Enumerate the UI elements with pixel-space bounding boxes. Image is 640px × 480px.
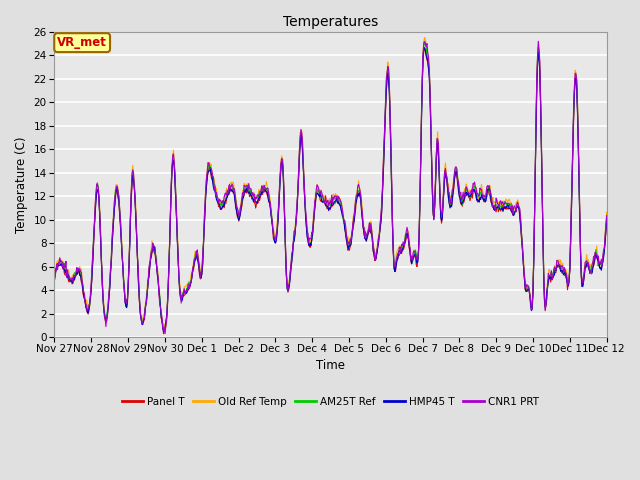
AM25T Ref bbox=[51, 272, 58, 278]
Panel T bbox=[422, 47, 429, 53]
Y-axis label: Temperature (C): Temperature (C) bbox=[15, 136, 28, 233]
Panel T bbox=[415, 248, 422, 253]
Old Ref Temp bbox=[174, 253, 182, 259]
Panel T bbox=[204, 176, 211, 181]
CNR1 PRT bbox=[174, 253, 182, 259]
HMP45 T bbox=[51, 276, 58, 282]
Old Ref Temp bbox=[399, 242, 406, 248]
HMP45 T bbox=[204, 172, 211, 178]
CNR1 PRT bbox=[161, 331, 169, 336]
Panel T bbox=[117, 237, 125, 242]
Line: AM25T Ref: AM25T Ref bbox=[54, 43, 607, 331]
CNR1 PRT bbox=[61, 264, 68, 269]
CNR1 PRT bbox=[204, 168, 211, 174]
Line: Panel T: Panel T bbox=[54, 50, 607, 334]
Panel T bbox=[159, 331, 167, 336]
Panel T bbox=[399, 247, 406, 252]
Panel T bbox=[603, 217, 611, 223]
HMP45 T bbox=[421, 45, 429, 50]
Old Ref Temp bbox=[204, 167, 211, 172]
AM25T Ref bbox=[174, 252, 182, 258]
AM25T Ref bbox=[117, 232, 125, 238]
CNR1 PRT bbox=[117, 235, 125, 240]
CNR1 PRT bbox=[534, 38, 542, 44]
HMP45 T bbox=[117, 239, 125, 244]
Old Ref Temp bbox=[415, 249, 422, 255]
CNR1 PRT bbox=[51, 278, 58, 284]
Line: CNR1 PRT: CNR1 PRT bbox=[54, 41, 607, 334]
Panel T bbox=[51, 275, 58, 280]
HMP45 T bbox=[61, 266, 68, 272]
Legend: Panel T, Old Ref Temp, AM25T Ref, HMP45 T, CNR1 PRT: Panel T, Old Ref Temp, AM25T Ref, HMP45 … bbox=[118, 393, 543, 411]
Title: Temperatures: Temperatures bbox=[283, 15, 378, 29]
AM25T Ref bbox=[204, 172, 211, 178]
CNR1 PRT bbox=[399, 242, 406, 248]
AM25T Ref bbox=[415, 251, 422, 257]
HMP45 T bbox=[399, 247, 406, 253]
HMP45 T bbox=[161, 328, 168, 334]
Panel T bbox=[61, 271, 68, 276]
Old Ref Temp bbox=[51, 270, 58, 276]
Line: Old Ref Temp: Old Ref Temp bbox=[54, 37, 607, 329]
AM25T Ref bbox=[603, 213, 611, 219]
CNR1 PRT bbox=[415, 248, 422, 254]
AM25T Ref bbox=[399, 245, 406, 251]
AM25T Ref bbox=[159, 328, 167, 334]
Panel T bbox=[174, 256, 182, 262]
X-axis label: Time: Time bbox=[316, 359, 345, 372]
Old Ref Temp bbox=[61, 266, 68, 272]
AM25T Ref bbox=[420, 40, 428, 46]
Line: HMP45 T: HMP45 T bbox=[54, 48, 607, 331]
Old Ref Temp bbox=[603, 209, 611, 215]
HMP45 T bbox=[603, 216, 611, 222]
HMP45 T bbox=[174, 256, 182, 262]
CNR1 PRT bbox=[603, 213, 611, 218]
Old Ref Temp bbox=[421, 35, 429, 40]
Old Ref Temp bbox=[161, 326, 169, 332]
AM25T Ref bbox=[61, 260, 68, 266]
HMP45 T bbox=[415, 248, 422, 253]
Old Ref Temp bbox=[117, 233, 125, 239]
Text: VR_met: VR_met bbox=[57, 36, 107, 49]
